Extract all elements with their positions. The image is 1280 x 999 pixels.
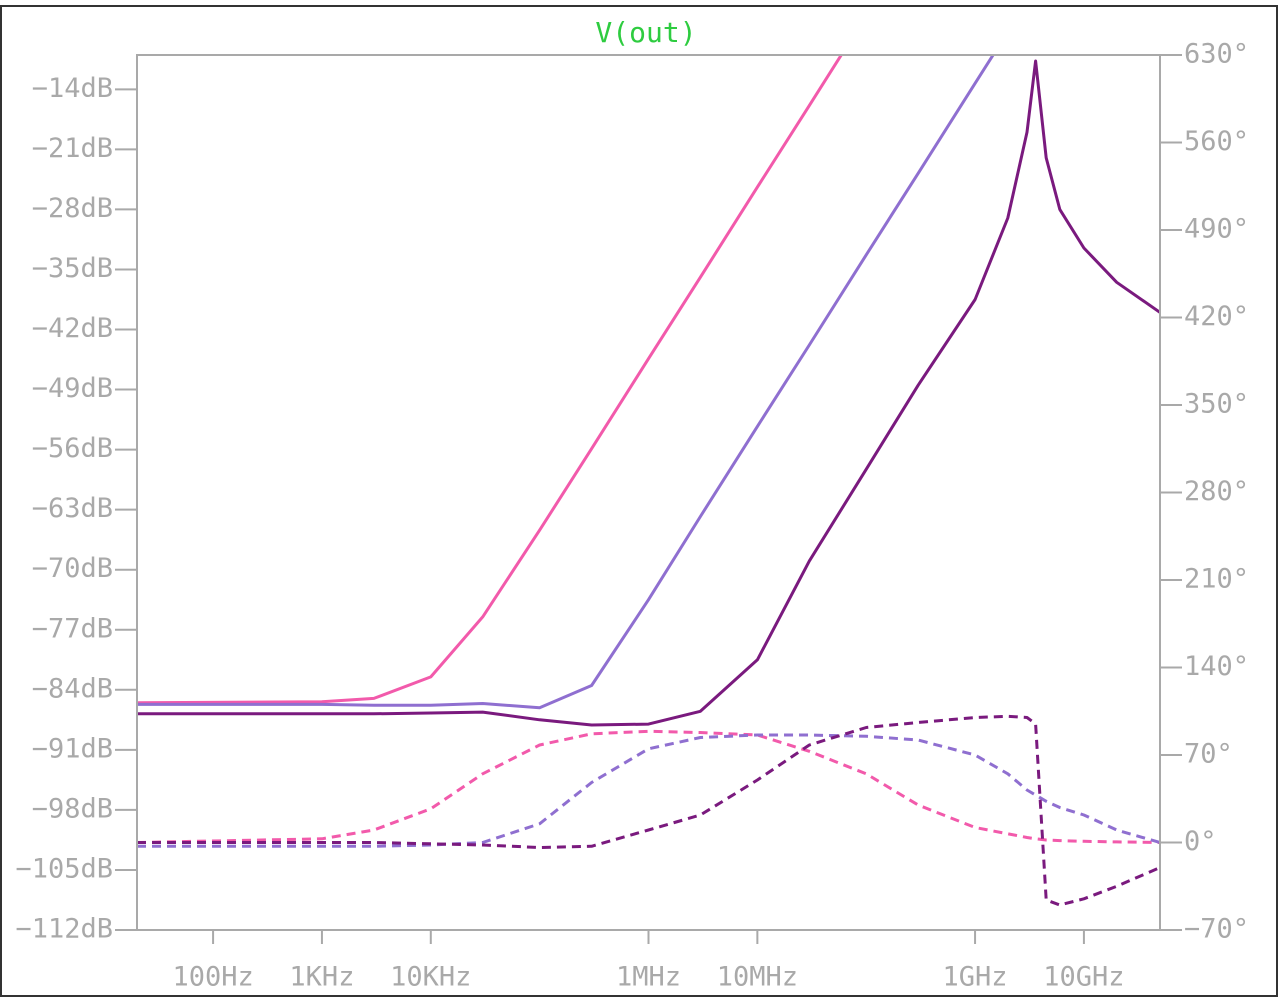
y2-tick-label: 0° bbox=[1184, 826, 1217, 857]
phase-line bbox=[137, 729, 1160, 844]
y-tick-label: −56dB bbox=[32, 433, 113, 464]
plot-area bbox=[137, 55, 1160, 907]
y2-tick-label: 280° bbox=[1184, 476, 1249, 507]
y-tick-label: −28dB bbox=[32, 193, 113, 224]
magnitude-line bbox=[137, 59, 1160, 727]
y-tick-label: −42dB bbox=[32, 313, 113, 344]
y2-tick-label: 420° bbox=[1184, 301, 1249, 332]
y-tick-label: −105dB bbox=[15, 853, 113, 884]
x-tick-label: 1MHz bbox=[616, 962, 681, 993]
window-frame bbox=[0, 5, 1278, 997]
y-tick-label: −70dB bbox=[32, 553, 113, 584]
x-tick-label: 10GHz bbox=[1043, 962, 1124, 993]
y2-tick-label: 140° bbox=[1184, 651, 1249, 682]
x-tick-label: 1GHz bbox=[943, 962, 1008, 993]
y2-tick-label: −70° bbox=[1184, 914, 1249, 945]
y2-tick-label: 70° bbox=[1184, 739, 1233, 770]
phase-line bbox=[137, 714, 1160, 907]
y2-tick-label: 210° bbox=[1184, 564, 1249, 595]
y2-tick-label: 560° bbox=[1184, 126, 1249, 157]
y-tick-label: −49dB bbox=[32, 373, 113, 404]
y-tick-label: −14dB bbox=[32, 73, 113, 104]
x-tick-label: 1KHz bbox=[289, 962, 354, 993]
y2-tick-label: 490° bbox=[1184, 214, 1249, 245]
y2-tick-label: 630° bbox=[1184, 39, 1249, 70]
y-tick-label: −98dB bbox=[32, 793, 113, 824]
y-tick-label: −84dB bbox=[32, 673, 113, 704]
magnitude-line bbox=[137, 55, 844, 705]
y-tick-label: −91dB bbox=[32, 733, 113, 764]
y-tick-label: −35dB bbox=[32, 253, 113, 284]
y2-tick-label: 350° bbox=[1184, 389, 1249, 420]
y-tick-label: −63dB bbox=[32, 493, 113, 524]
x-tick-label: 10KHz bbox=[390, 962, 471, 993]
y-tick-label: −112dB bbox=[15, 914, 113, 945]
y-tick-label: −21dB bbox=[32, 133, 113, 164]
magnitude-line bbox=[137, 55, 995, 710]
x-tick-label: 10MHz bbox=[717, 962, 798, 993]
x-tick-label: 100Hz bbox=[172, 962, 253, 993]
y-tick-label: −77dB bbox=[32, 613, 113, 644]
chart-title: V(out) bbox=[595, 16, 696, 49]
